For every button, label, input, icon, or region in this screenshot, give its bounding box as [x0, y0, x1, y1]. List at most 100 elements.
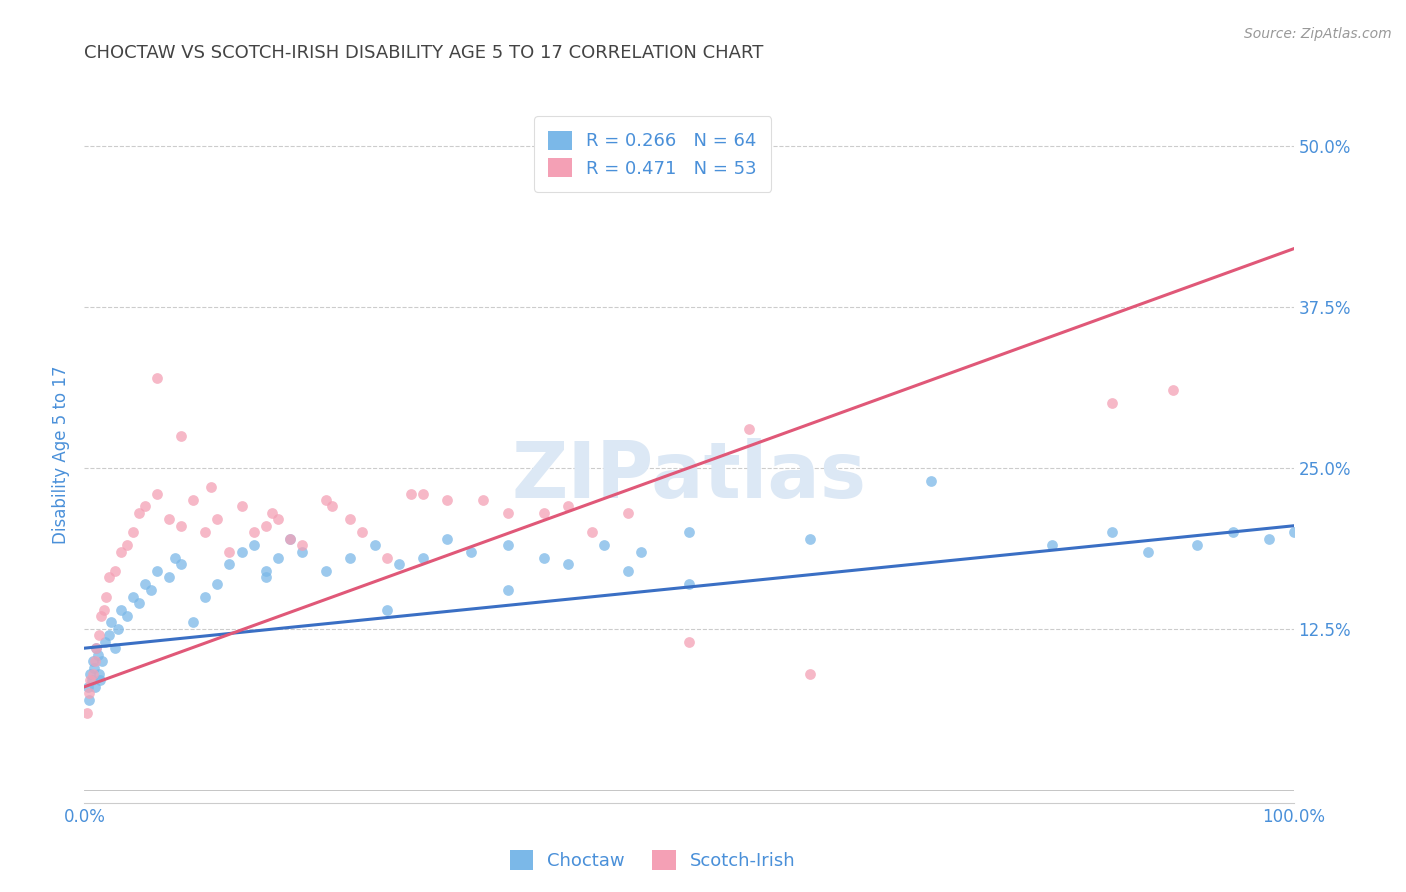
Point: [254, 518, 277, 533]
Point: [218, 558, 240, 572]
Point: [110, 544, 132, 558]
Point: [533, 506, 555, 520]
Point: [146, 370, 169, 384]
Point: [496, 583, 519, 598]
Point: [1222, 525, 1244, 540]
Point: [254, 570, 277, 584]
Point: [104, 641, 127, 656]
Point: [82, 667, 104, 681]
Point: [799, 667, 821, 681]
Point: [157, 570, 180, 584]
Point: [170, 518, 193, 533]
Point: [399, 486, 422, 500]
Point: [146, 486, 169, 500]
Point: [496, 538, 519, 552]
Point: [242, 525, 264, 540]
Point: [79, 667, 101, 681]
Point: [115, 609, 138, 624]
Text: ZIPatlas: ZIPatlas: [512, 438, 866, 514]
Point: [315, 564, 337, 578]
Point: [630, 544, 652, 558]
Point: [200, 480, 222, 494]
Point: [87, 628, 110, 642]
Point: [799, 532, 821, 546]
Point: [363, 538, 385, 552]
Point: [593, 538, 616, 552]
Point: [254, 564, 277, 578]
Point: [1101, 396, 1123, 410]
Point: [267, 512, 290, 526]
Point: [146, 564, 169, 578]
Point: [339, 512, 361, 526]
Point: [339, 551, 361, 566]
Point: [76, 706, 98, 720]
Point: [181, 493, 204, 508]
Point: [1282, 525, 1305, 540]
Point: [170, 428, 193, 442]
Point: [86, 641, 108, 656]
Point: [321, 500, 343, 514]
Point: [1258, 532, 1281, 546]
Point: [460, 544, 482, 558]
Point: [170, 558, 193, 572]
Point: [557, 558, 579, 572]
Point: [128, 596, 150, 610]
Y-axis label: Disability Age 5 to 17: Disability Age 5 to 17: [52, 366, 70, 544]
Point: [94, 590, 117, 604]
Point: [1185, 538, 1208, 552]
Text: Source: ZipAtlas.com: Source: ZipAtlas.com: [1244, 27, 1392, 41]
Point: [533, 551, 555, 566]
Point: [104, 564, 127, 578]
Point: [89, 673, 111, 688]
Point: [375, 551, 398, 566]
Point: [86, 641, 108, 656]
Point: [134, 500, 156, 514]
Point: [121, 525, 143, 540]
Point: [157, 512, 180, 526]
Point: [128, 506, 150, 520]
Point: [472, 493, 495, 508]
Point: [97, 628, 120, 642]
Point: [581, 525, 603, 540]
Text: CHOCTAW VS SCOTCH-IRISH DISABILITY AGE 5 TO 17 CORRELATION CHART: CHOCTAW VS SCOTCH-IRISH DISABILITY AGE 5…: [84, 45, 763, 62]
Point: [412, 486, 434, 500]
Point: [218, 544, 240, 558]
Point: [80, 673, 103, 688]
Point: [194, 525, 217, 540]
Point: [352, 525, 374, 540]
Point: [920, 474, 942, 488]
Point: [77, 686, 100, 700]
Point: [496, 506, 519, 520]
Point: [91, 654, 114, 668]
Point: [678, 525, 700, 540]
Point: [84, 654, 107, 668]
Point: [557, 500, 579, 514]
Point: [97, 570, 120, 584]
Point: [93, 602, 115, 616]
Point: [86, 648, 108, 662]
Point: [115, 538, 138, 552]
Point: [194, 590, 217, 604]
Point: [436, 493, 458, 508]
Point: [82, 654, 104, 668]
Point: [165, 551, 187, 566]
Point: [412, 551, 434, 566]
Point: [1101, 525, 1123, 540]
Point: [77, 680, 100, 694]
Point: [90, 609, 112, 624]
Point: [1137, 544, 1160, 558]
Point: [94, 634, 117, 648]
Point: [181, 615, 204, 630]
Point: [207, 512, 229, 526]
Point: [278, 532, 301, 546]
Point: [291, 538, 314, 552]
Point: [291, 544, 314, 558]
Point: [134, 576, 156, 591]
Point: [617, 564, 640, 578]
Point: [231, 544, 253, 558]
Point: [260, 506, 283, 520]
Point: [436, 532, 458, 546]
Point: [375, 602, 398, 616]
Point: [231, 500, 253, 514]
Point: [242, 538, 264, 552]
